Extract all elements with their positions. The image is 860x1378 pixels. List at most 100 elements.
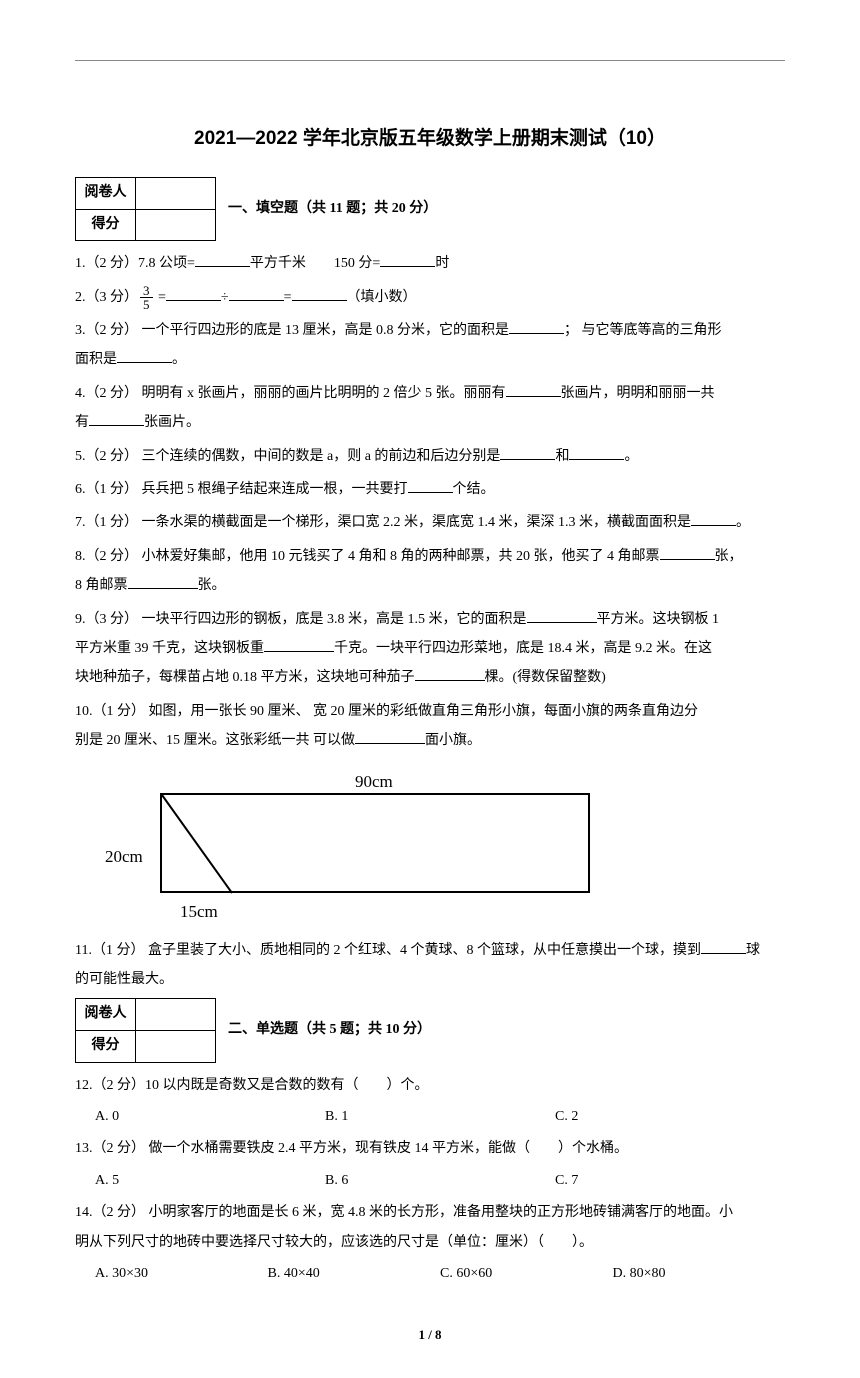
choice-a[interactable]: A. 30×30: [95, 1261, 268, 1288]
question-14: 14.（2 分） 小明家客厅的地面是长 6 米，宽 4.8 米的长方形，准备用整…: [75, 1198, 785, 1257]
q7-a: 7.（1 分） 一条水渠的横截面是一个梯形，渠口宽 2.2 米，渠底宽 1.4 …: [75, 515, 691, 530]
top-rule: [75, 60, 785, 61]
page-number: 1 / 8: [75, 1323, 785, 1348]
q10-1: 10.（1 分） 如图，用一张长 90 厘米、 宽 20 厘米的彩纸做直角三角形…: [75, 704, 698, 719]
choice-b[interactable]: B. 6: [325, 1168, 555, 1195]
choice-c[interactable]: C. 2: [555, 1104, 785, 1131]
choice-b[interactable]: B. 40×40: [268, 1261, 441, 1288]
blank[interactable]: [660, 544, 715, 560]
q8-2a: 8 角邮票: [75, 578, 128, 593]
q13-text: 13.（2 分） 做一个水桶需要铁皮 2.4 平方米，现有铁皮 14 平方米，能…: [75, 1141, 628, 1156]
blank[interactable]: [569, 444, 624, 460]
q2-eq2: =: [284, 290, 292, 305]
q9-3b: 棵。(得数保留整数): [485, 670, 606, 685]
choice-a[interactable]: A. 0: [95, 1104, 325, 1131]
q2-div: ÷: [221, 290, 229, 305]
question-2: 2.（3 分）35 =÷=（填小数）: [75, 283, 785, 312]
score-label: 得分: [76, 1030, 136, 1062]
choice-a[interactable]: A. 5: [95, 1168, 325, 1195]
q9-2a: 平方米重 39 千克，这块钢板重: [75, 641, 264, 656]
blank[interactable]: [117, 347, 172, 363]
choice-c[interactable]: C. 60×60: [440, 1261, 613, 1288]
fraction: 35: [140, 284, 153, 311]
question-12: 12.（2 分）10 以内既是奇数又是合数的数有（ ）个。: [75, 1071, 785, 1100]
blank[interactable]: [415, 665, 485, 681]
blank[interactable]: [166, 285, 221, 301]
blank[interactable]: [500, 444, 555, 460]
q11-1b: 球: [746, 943, 760, 958]
rectangle-diagram: 90cm 20cm 15cm: [105, 771, 605, 921]
choice-d[interactable]: D. 80×80: [613, 1261, 786, 1288]
blank[interactable]: [691, 510, 736, 526]
blank[interactable]: [527, 607, 597, 623]
question-3: 3.（2 分） 一个平行四边形的底是 13 厘米，高是 0.8 分米，它的面积是…: [75, 316, 785, 375]
q4-1b: 张画片，明明和丽丽一共: [561, 386, 715, 401]
blank[interactable]: [701, 938, 746, 954]
q8-2b: 张。: [198, 578, 226, 593]
q6-a: 6.（1 分） 兵兵把 5 根绳子结起来连成一根，一共要打: [75, 482, 408, 497]
question-6: 6.（1 分） 兵兵把 5 根绳子结起来连成一根，一共要打 个结。: [75, 475, 785, 504]
blank[interactable]: [355, 728, 425, 744]
q1-text-a: 1.（2 分）7.8 公顷=: [75, 256, 195, 271]
q2-text-a: 2.（3 分）: [75, 290, 138, 305]
diagram-label-left: 20cm: [105, 841, 143, 873]
blank[interactable]: [128, 573, 198, 589]
blank[interactable]: [89, 410, 144, 426]
section-1-title: 一、填空题（共 11 题；共 20 分）: [228, 196, 437, 223]
question-5: 5.（2 分） 三个连续的偶数，中间的数是 a，则 a 的前边和后边分别是和。: [75, 442, 785, 471]
question-8: 8.（2 分） 小林爱好集邮，他用 10 元钱买了 4 角和 8 角的两种邮票，…: [75, 542, 785, 601]
q10-2a: 别是 20 厘米、15 厘米。这张彩纸一共 可以做: [75, 733, 355, 748]
choice-c[interactable]: C. 7: [555, 1168, 785, 1195]
diagram-diagonal: [160, 793, 240, 895]
q5-b: 和: [555, 449, 569, 464]
q3-1a: 3.（2 分） 一个平行四边形的底是 13 厘米，高是 0.8 分米，它的面积是: [75, 323, 509, 338]
choice-b[interactable]: B. 1: [325, 1104, 555, 1131]
blank[interactable]: [408, 477, 453, 493]
section-2-title: 二、单选题（共 5 题；共 10 分）: [228, 1017, 431, 1044]
q3-2a: 面积是: [75, 352, 117, 367]
q1-text-c: 时: [435, 256, 449, 271]
blank[interactable]: [264, 636, 334, 652]
section-2-header: 阅卷人 得分 二、单选题（共 5 题；共 10 分）: [75, 998, 785, 1062]
q3-2b: 。: [172, 352, 186, 367]
q6-b: 个结。: [453, 482, 495, 497]
q11-1a: 11.（1 分） 盒子里装了大小、质地相同的 2 个红球、4 个黄球、8 个篮球…: [75, 943, 701, 958]
reviewer-value: [136, 999, 216, 1031]
q12-text: 12.（2 分）10 以内既是奇数又是合数的数有（ ）个。: [75, 1078, 429, 1093]
grader-table: 阅卷人 得分: [75, 177, 216, 241]
q13-choices: A. 5 B. 6 C. 7: [95, 1168, 785, 1195]
blank[interactable]: [229, 285, 284, 301]
question-7: 7.（1 分） 一条水渠的横截面是一个梯形，渠口宽 2.2 米，渠底宽 1.4 …: [75, 508, 785, 537]
q9-1a: 9.（3 分） 一块平行四边形的钢板，底是 3.8 米，高是 1.5 米，它的面…: [75, 612, 527, 627]
q4-2b: 张画片。: [144, 415, 200, 430]
q7-b: 。: [736, 515, 750, 530]
question-10: 10.（1 分） 如图，用一张长 90 厘米、 宽 20 厘米的彩纸做直角三角形…: [75, 697, 785, 756]
q4-1a: 4.（2 分） 明明有 x 张画片，丽丽的画片比明明的 2 倍少 5 张。丽丽有: [75, 386, 506, 401]
q4-2a: 有: [75, 415, 89, 430]
diagram-label-bottom: 15cm: [180, 896, 218, 928]
q14-choices: A. 30×30 B. 40×40 C. 60×60 D. 80×80: [95, 1261, 785, 1288]
q14-2: 明从下列尺寸的地砖中要选择尺寸较大的，应该选的尺寸是（单位：厘米）（ ）。: [75, 1235, 593, 1250]
q8-1b: 张，: [715, 549, 743, 564]
score-value: [136, 1030, 216, 1062]
q8-1a: 8.（2 分） 小林爱好集邮，他用 10 元钱买了 4 角和 8 角的两种邮票，…: [75, 549, 660, 564]
q12-choices: A. 0 B. 1 C. 2: [95, 1104, 785, 1131]
blank[interactable]: [380, 251, 435, 267]
q14-1: 14.（2 分） 小明家客厅的地面是长 6 米，宽 4.8 米的长方形，准备用整…: [75, 1205, 733, 1220]
q2-eq: =: [155, 290, 166, 305]
blank[interactable]: [195, 251, 250, 267]
q3-1b: ； 与它等底等高的三角形: [564, 323, 722, 338]
q11-2: 的可能性最大。: [75, 972, 173, 987]
question-11: 11.（1 分） 盒子里装了大小、质地相同的 2 个红球、4 个黄球、8 个篮球…: [75, 936, 785, 995]
reviewer-label: 阅卷人: [76, 999, 136, 1031]
reviewer-label: 阅卷人: [76, 178, 136, 210]
score-value: [136, 209, 216, 241]
blank[interactable]: [509, 318, 564, 334]
question-4: 4.（2 分） 明明有 x 张画片，丽丽的画片比明明的 2 倍少 5 张。丽丽有…: [75, 379, 785, 438]
blank[interactable]: [506, 381, 561, 397]
blank[interactable]: [292, 285, 347, 301]
q10-2b: 面小旗。: [425, 733, 481, 748]
q5-c: 。: [624, 449, 638, 464]
q9-1b: 平方米。这块钢板 1: [597, 612, 720, 627]
q1-text-b: 平方千米 150 分=: [250, 256, 380, 271]
